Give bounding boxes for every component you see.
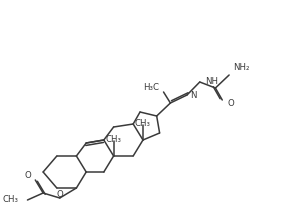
Text: N: N — [190, 90, 196, 99]
Text: CH₃: CH₃ — [3, 195, 19, 204]
Text: O: O — [56, 190, 63, 199]
Text: O: O — [25, 172, 31, 181]
Text: NH₂: NH₂ — [233, 64, 250, 73]
Text: H₃C: H₃C — [144, 84, 160, 93]
Text: O: O — [227, 99, 234, 108]
Text: CH₃: CH₃ — [135, 119, 151, 128]
Text: NH: NH — [205, 78, 218, 87]
Text: CH₃: CH₃ — [106, 135, 122, 144]
